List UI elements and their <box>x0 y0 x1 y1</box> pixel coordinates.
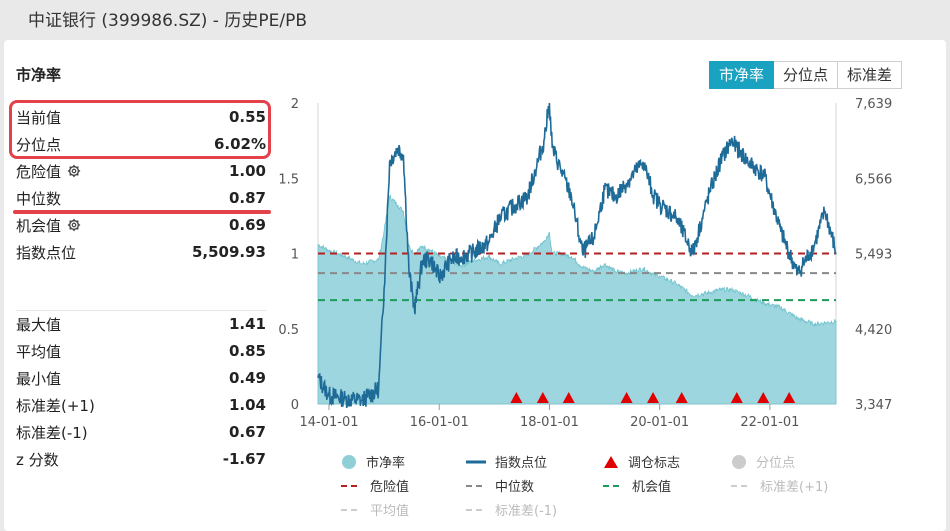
panel-title: 市净率 <box>16 66 62 84</box>
tab-1[interactable]: 分位点 <box>774 61 839 89</box>
stat-label: 标准差(+1) <box>16 396 95 415</box>
legend-dash-icon <box>341 484 361 487</box>
stat-row: 平均值 0.85 <box>16 338 266 364</box>
legend-line-icon <box>466 460 486 463</box>
tab-2[interactable]: 标准差 <box>838 61 903 89</box>
legend-circle-icon <box>342 454 356 469</box>
legend-label: 危险值 <box>370 480 410 495</box>
legend-item[interactable]: 标准差(+1) <box>730 476 828 495</box>
legend-label: 中位数 <box>495 480 535 495</box>
stat-value: 0.55 <box>228 108 266 126</box>
legend-item[interactable]: 标准差(-1) <box>465 500 557 519</box>
legend-label: 调仓标志 <box>628 456 681 471</box>
legend-label: 机会值 <box>632 480 672 495</box>
metric-tabs: 市净率 分位点 标准差 <box>709 61 903 89</box>
legend-item[interactable]: 指数点位 <box>465 452 547 471</box>
legend-dash-icon <box>341 508 361 511</box>
stat-row: 指数点位 5,509.93 <box>16 239 266 265</box>
stat-row: 标准差(-1) 0.67 <box>16 419 266 445</box>
legend-item[interactable]: 平均值 <box>340 500 409 519</box>
stat-label: 分位点 <box>16 135 62 154</box>
highlight-underline <box>13 210 271 214</box>
legend-item[interactable]: 中位数 <box>465 476 534 495</box>
legend-dash-icon <box>466 508 486 511</box>
stat-row: 最小值 0.49 <box>16 365 266 391</box>
stat-value: 0.69 <box>228 216 266 234</box>
stat-row: 机会值 0.69 <box>16 212 266 238</box>
stat-label: 最小值 <box>16 369 62 388</box>
legend-dash-icon <box>466 484 486 487</box>
window-title: 中证银行 (399986.SZ) - 历史PE/PB <box>28 11 307 31</box>
stat-value: 6.02% <box>213 135 266 153</box>
stat-row: 危险值 1.00 <box>16 158 266 184</box>
stat-value: 5,509.93 <box>191 243 266 261</box>
legend-item[interactable]: 市净率 <box>340 452 405 471</box>
gear-icon[interactable] <box>67 164 81 178</box>
stat-row: 中位数 0.87 <box>16 185 266 211</box>
legend-label: 市净率 <box>366 456 406 471</box>
stat-row: 当前值 0.55 <box>16 104 266 130</box>
legend-label: 分位点 <box>756 456 796 471</box>
stat-row: 分位点 6.02% <box>16 131 266 157</box>
stats-divider <box>16 310 266 311</box>
stat-value: 1.04 <box>228 396 266 414</box>
legend-item[interactable]: 危险值 <box>340 476 409 495</box>
stat-label: 危险值 <box>16 162 62 181</box>
stat-value: -1.67 <box>222 450 266 468</box>
legend-label: 标准差(+1) <box>760 480 829 495</box>
legend-dash-icon <box>603 484 623 487</box>
stat-value: 0.87 <box>228 189 266 207</box>
stat-row: z 分数 -1.67 <box>16 446 266 472</box>
legend-label: 指数点位 <box>495 456 548 471</box>
legend-item[interactable]: 分位点 <box>730 452 795 471</box>
stat-label: z 分数 <box>16 450 59 469</box>
legend-dash-icon <box>731 484 751 487</box>
legend-triangle-icon <box>604 455 618 468</box>
stat-row: 标准差(+1) 1.04 <box>16 392 266 418</box>
legend-circle-icon <box>732 454 746 469</box>
stat-value: 0.49 <box>228 369 266 387</box>
stat-label: 平均值 <box>16 342 62 361</box>
highlight-box <box>9 100 271 159</box>
stat-label: 标准差(-1) <box>16 423 88 442</box>
stat-label: 最大值 <box>16 315 62 334</box>
stat-value: 0.85 <box>228 342 266 360</box>
stat-label: 指数点位 <box>16 243 77 262</box>
stat-label: 中位数 <box>16 189 62 208</box>
stat-label: 机会值 <box>16 216 62 235</box>
stat-label: 当前值 <box>16 108 62 127</box>
legend-item[interactable]: 机会值 <box>602 476 671 495</box>
legend-item[interactable]: 调仓标志 <box>602 452 680 471</box>
legend-label: 标准差(-1) <box>495 504 558 519</box>
gear-icon[interactable] <box>67 218 81 232</box>
stat-value: 1.00 <box>228 162 266 180</box>
tab-0[interactable]: 市净率 <box>709 61 775 89</box>
stat-value: 0.67 <box>228 423 266 441</box>
legend-label: 平均值 <box>370 504 410 519</box>
stat-value: 1.41 <box>228 315 266 333</box>
stat-row: 最大值 1.41 <box>16 311 266 337</box>
